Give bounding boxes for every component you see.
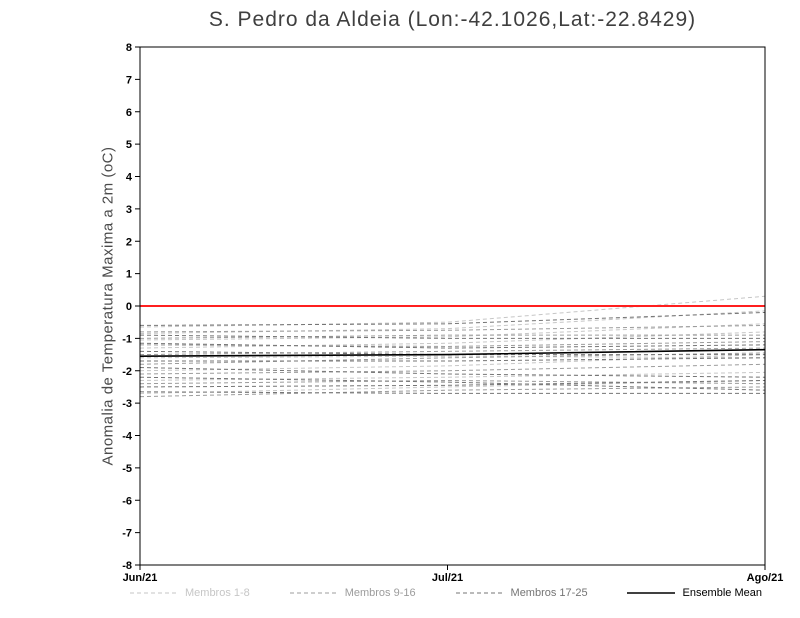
y-tick-label: 2 — [126, 236, 132, 248]
y-tick-label: -3 — [122, 398, 132, 410]
member-line-group-2 — [139, 363, 766, 375]
member-line-group-3 — [139, 334, 765, 339]
y-tick-label: -2 — [122, 366, 132, 378]
member-line-group-1 — [139, 295, 766, 328]
y-tick-label: 0 — [126, 301, 132, 313]
member-line-group-3 — [139, 367, 766, 378]
member-line-group-3 — [139, 391, 765, 394]
member-line-group-3 — [139, 376, 766, 391]
y-tick-label: 6 — [126, 107, 132, 119]
legend-label: Ensemble Mean — [682, 587, 762, 599]
y-tick-label: -4 — [122, 431, 133, 443]
y-tick-label: -8 — [122, 560, 132, 572]
legend: Membros 1-8 Membros 9-16 Membros 17-25 Ense… — [130, 585, 762, 601]
member-line-group-1 — [139, 371, 766, 381]
legend-line-sample — [289, 592, 338, 594]
legend-item: Membros 1-8 — [130, 587, 250, 599]
x-tick-label: Ago/21 — [747, 572, 784, 584]
member-line-group-1 — [139, 354, 766, 372]
y-tick-label: 3 — [126, 204, 132, 216]
ensemble-mean-line — [139, 348, 766, 357]
member-line-group-2 — [139, 347, 766, 356]
y-tick-label: 1 — [126, 269, 132, 281]
legend-line-sample — [455, 592, 504, 594]
member-line-group-2 — [139, 324, 766, 333]
member-line-group-1 — [139, 355, 766, 359]
y-tick-label: 7 — [126, 74, 132, 86]
legend-item: Membros 9-16 — [289, 587, 416, 599]
y-tick-label: -1 — [122, 333, 132, 345]
member-line-group-3 — [140, 357, 766, 362]
y-tick-label: 4 — [126, 172, 133, 184]
member-line-group-3 — [139, 350, 765, 356]
legend-line-sample — [627, 592, 676, 594]
member-line-group-2 — [139, 386, 766, 398]
legend-item: Membros 17-25 — [455, 587, 588, 599]
y-tick-label: 8 — [126, 42, 132, 54]
member-line-group-1 — [139, 331, 766, 349]
member-line-group-2 — [139, 334, 765, 339]
member-line-group-3 — [139, 311, 766, 326]
member-line-group-1 — [139, 323, 766, 341]
y-tick-label: -7 — [122, 528, 132, 540]
member-line-group-3 — [139, 379, 766, 388]
y-tick-label: -6 — [122, 495, 132, 507]
legend-label: Membros 9-16 — [344, 587, 416, 599]
member-line-group-3 — [139, 342, 766, 349]
legend-item: Ensemble Mean — [627, 587, 762, 599]
x-tick-label: Jun/21 — [123, 572, 158, 584]
legend-label: Membros 17-25 — [510, 587, 588, 599]
chart-title: S. Pedro da Aldeia (Lon:-42.1026,Lat:-22… — [208, 8, 697, 31]
legend-label: Membros 1-8 — [185, 587, 250, 599]
x-tick-label: Jul/21 — [432, 572, 463, 584]
y-tick-label: -5 — [122, 463, 132, 475]
legend-line-sample — [130, 592, 178, 594]
y-tick-label: 5 — [126, 139, 132, 151]
member-line-group-2 — [139, 379, 766, 385]
member-line-group-1 — [139, 310, 766, 335]
member-line-group-2 — [139, 341, 766, 347]
